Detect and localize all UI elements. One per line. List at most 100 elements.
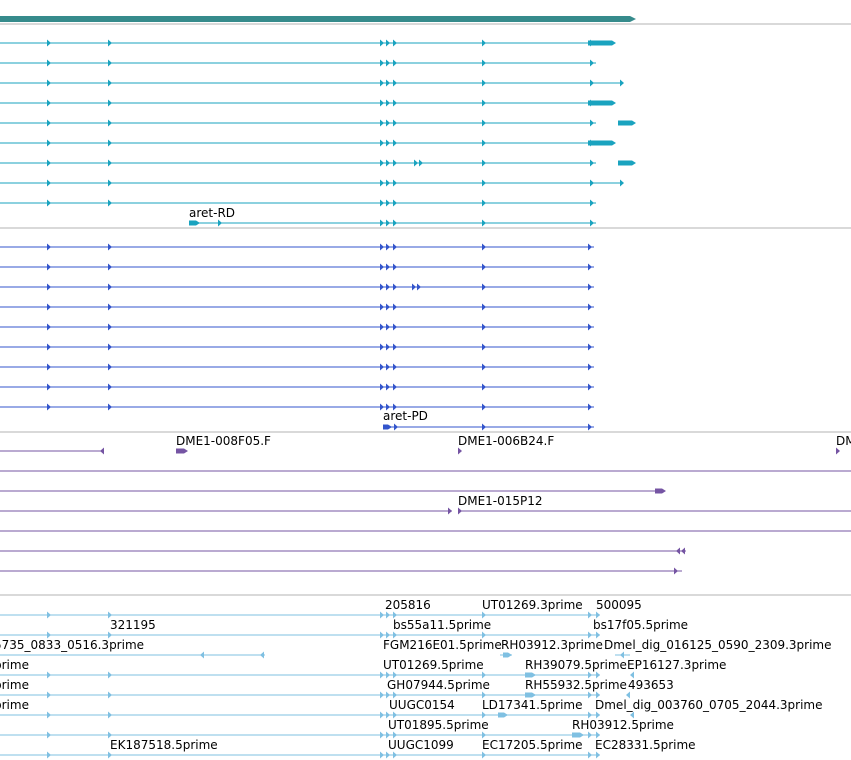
exon-arrow[interactable] (393, 179, 397, 187)
exon-arrow[interactable] (108, 79, 112, 87)
exon-arrow[interactable] (482, 283, 486, 291)
exon-arrow[interactable] (260, 651, 264, 659)
exon-arrow[interactable] (630, 711, 634, 719)
exon-arrow[interactable] (47, 751, 51, 759)
exon-arrow[interactable] (47, 383, 51, 391)
exon-arrow[interactable] (47, 199, 51, 207)
read-block[interactable] (525, 692, 536, 698)
exon-arrow[interactable] (386, 99, 390, 107)
exon-arrow[interactable] (414, 159, 418, 167)
exon-arrow[interactable] (380, 283, 384, 291)
exon-arrow[interactable] (47, 119, 51, 127)
exon-arrow[interactable] (108, 199, 112, 207)
exon-arrow[interactable] (380, 263, 384, 271)
exon-arrow[interactable] (393, 631, 397, 639)
exon-arrow[interactable] (482, 751, 486, 759)
exon-arrow[interactable] (588, 363, 592, 371)
exon-arrow[interactable] (596, 691, 600, 699)
exon-arrow[interactable] (380, 383, 384, 391)
exon-arrow[interactable] (380, 343, 384, 351)
clone-label[interactable]: DM (836, 434, 851, 448)
exon-arrow[interactable] (380, 751, 384, 759)
exon-arrow[interactable] (596, 731, 600, 739)
exon-arrow[interactable] (620, 179, 624, 187)
exon-arrow[interactable] (393, 323, 397, 331)
read-label[interactable]: UUGC1099 (388, 738, 454, 752)
exon-arrow[interactable] (386, 671, 390, 679)
read-label[interactable]: 205816 (385, 598, 431, 612)
exon-arrow[interactable] (836, 447, 840, 455)
exon-arrow[interactable] (47, 263, 51, 271)
exon-arrow[interactable] (108, 383, 112, 391)
exon-arrow[interactable] (588, 263, 592, 271)
exon-arrow[interactable] (393, 403, 397, 411)
exon-arrow[interactable] (47, 403, 51, 411)
read-label[interactable]: UT01269.3prime (482, 598, 583, 612)
exon-arrow[interactable] (394, 423, 398, 431)
exon-arrow[interactable] (47, 39, 51, 47)
aret-pd-block[interactable] (383, 424, 392, 430)
read-block[interactable] (503, 652, 512, 658)
exon-arrow[interactable] (380, 219, 384, 227)
exon-arrow[interactable] (380, 303, 384, 311)
read-label[interactable]: 493653 (628, 678, 674, 692)
exon-arrow[interactable] (458, 507, 462, 515)
exon-arrow[interactable] (108, 631, 112, 639)
exon-arrow[interactable] (386, 39, 390, 47)
exon-arrow[interactable] (482, 119, 486, 127)
exon-arrow[interactable] (482, 611, 486, 619)
exon-arrow[interactable] (108, 611, 112, 619)
exon-arrow[interactable] (482, 243, 486, 251)
exon-arrow[interactable] (482, 79, 486, 87)
exon-arrow[interactable] (482, 303, 486, 311)
exon-arrow[interactable] (108, 691, 112, 699)
exon-arrow[interactable] (386, 611, 390, 619)
read-label[interactable]: prime (0, 698, 29, 712)
exon-arrow[interactable] (393, 691, 397, 699)
exon-arrow[interactable] (47, 631, 51, 639)
read-label[interactable]: RH55932.5prime (525, 678, 627, 692)
read-label[interactable]: Dmel_dig_016125_0590_2309.3prime (604, 638, 832, 652)
exon-arrow[interactable] (200, 651, 204, 659)
exon-arrow[interactable] (674, 567, 678, 575)
utr-block[interactable] (588, 40, 616, 46)
exon-arrow[interactable] (588, 751, 592, 759)
read-label[interactable]: UT01895.5prime (388, 718, 489, 732)
exon-arrow[interactable] (108, 59, 112, 67)
read-label[interactable]: EC28331.5prime (595, 738, 696, 752)
exon-arrow[interactable] (47, 343, 51, 351)
exon-arrow[interactable] (108, 243, 112, 251)
exon-arrow[interactable] (47, 323, 51, 331)
clone-label[interactable]: DME1-006B24.F (458, 434, 555, 448)
exon-arrow[interactable] (482, 423, 486, 431)
exon-arrow[interactable] (482, 383, 486, 391)
exon-arrow[interactable] (393, 219, 397, 227)
exon-arrow[interactable] (47, 59, 51, 67)
exon-arrow[interactable] (482, 343, 486, 351)
clone-label[interactable]: DME1-008F05.F (176, 434, 271, 448)
exon-arrow[interactable] (386, 179, 390, 187)
read-label[interactable]: GH07944.5prime (387, 678, 490, 692)
exon-arrow[interactable] (596, 711, 600, 719)
exon-arrow[interactable] (47, 99, 51, 107)
exon-arrow[interactable] (108, 179, 112, 187)
exon-arrow[interactable] (588, 671, 592, 679)
exon-arrow[interactable] (590, 219, 594, 227)
read-label[interactable]: 321195 (110, 618, 156, 632)
exon-arrow[interactable] (108, 283, 112, 291)
exon-arrow[interactable] (47, 731, 51, 739)
read-label[interactable]: LD17341.5prime (482, 698, 583, 712)
exon-arrow[interactable] (393, 731, 397, 739)
exon-arrow[interactable] (386, 263, 390, 271)
exon-arrow[interactable] (626, 691, 630, 699)
read-label[interactable]: RH03912.5prime (572, 718, 674, 732)
aret-pd-label[interactable]: aret-PD (383, 409, 428, 423)
exon-arrow[interactable] (47, 79, 51, 87)
exon-arrow[interactable] (676, 547, 680, 555)
read-label[interactable]: RH39079.5prime (525, 658, 627, 672)
exon-arrow[interactable] (482, 219, 486, 227)
read-label[interactable]: 500095 (596, 598, 642, 612)
exon-arrow[interactable] (100, 447, 104, 455)
exon-arrow[interactable] (108, 39, 112, 47)
exon-arrow[interactable] (393, 59, 397, 67)
